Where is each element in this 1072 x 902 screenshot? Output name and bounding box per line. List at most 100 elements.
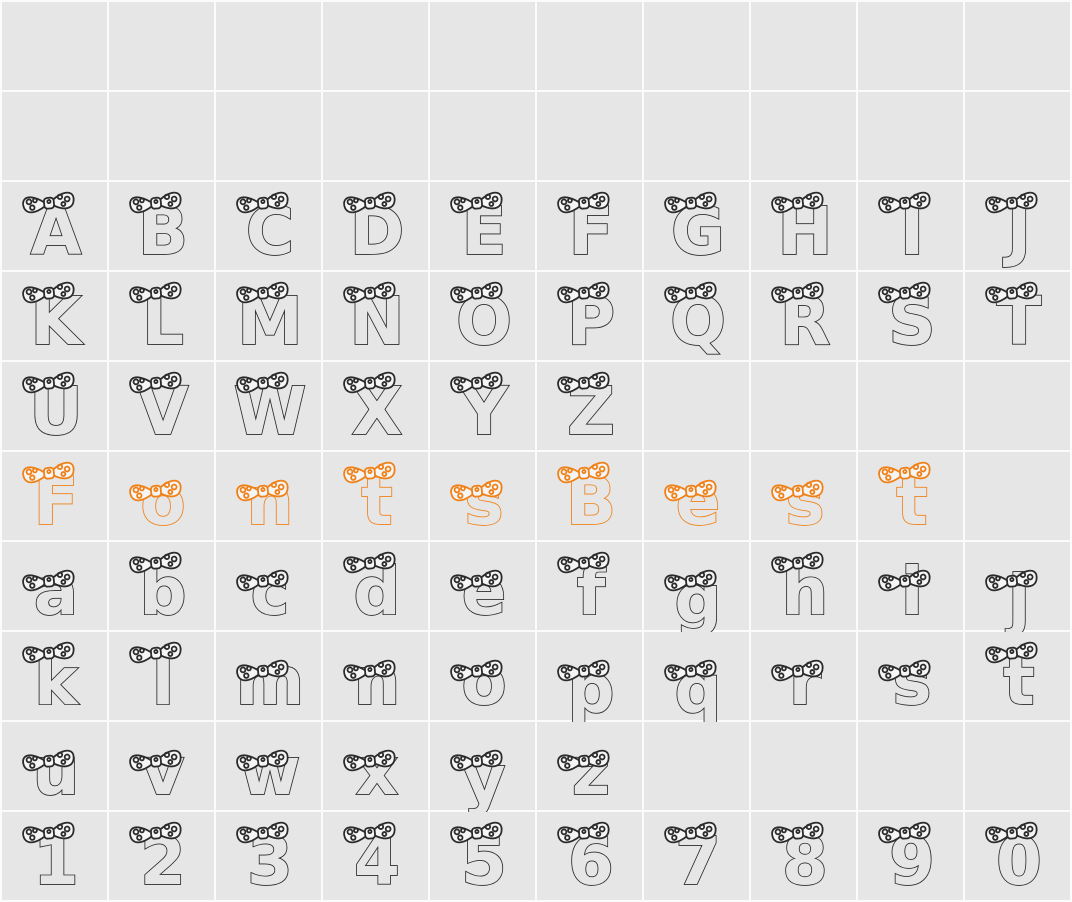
glyph-cell: c <box>216 542 321 631</box>
glyph-cell: H <box>751 182 856 271</box>
glyph-cell <box>2 2 107 90</box>
glyph-letter: s <box>892 643 931 720</box>
glyph-cell: A <box>2 182 107 271</box>
bow-icon <box>126 187 184 220</box>
bow-icon <box>447 745 505 778</box>
bow-icon <box>340 547 398 580</box>
glyph-cell: I <box>858 182 963 271</box>
glyph-letter: z <box>572 733 610 810</box>
glyph-letter: m <box>236 643 305 720</box>
glyph-character: s <box>464 462 505 541</box>
glyph-cell <box>751 722 856 810</box>
bow-icon <box>340 187 398 220</box>
bow-icon <box>661 277 719 310</box>
bow-icon <box>982 277 1040 310</box>
glyph-cell: 8 <box>751 812 856 901</box>
glyph-cell: U <box>2 362 107 451</box>
glyph-cell: f <box>537 542 642 631</box>
glyph-cell: C <box>216 182 321 271</box>
bow-icon <box>768 187 826 220</box>
glyph-cell: 9 <box>858 812 963 901</box>
glyph-character: o <box>460 642 507 721</box>
glyph-letter: e <box>462 553 507 630</box>
glyph-cell: S <box>858 272 963 361</box>
glyph-letter: s <box>464 463 503 540</box>
glyph-cell: Q <box>644 272 749 361</box>
glyph-cell <box>858 2 963 90</box>
bow-icon <box>447 817 505 850</box>
glyph-cell <box>858 362 963 450</box>
glyph-cell: X <box>323 362 428 451</box>
glyph-character: w <box>239 732 302 811</box>
bow-icon <box>19 187 77 220</box>
bow-icon <box>554 745 612 778</box>
glyph-character: e <box>461 552 507 631</box>
glyph-cell: u <box>2 722 107 811</box>
glyph-cell <box>751 92 856 180</box>
glyph-cell: q <box>644 632 749 729</box>
bow-icon <box>19 277 77 310</box>
glyph-cell: R <box>751 272 856 361</box>
glyph-letter: o <box>461 643 506 720</box>
glyph-cell: k <box>2 632 107 721</box>
bow-icon <box>982 565 1040 598</box>
glyph-cell: D <box>323 182 428 271</box>
glyph-cell: 3 <box>216 812 321 901</box>
glyph-cell <box>537 2 642 90</box>
bow-icon <box>126 367 184 400</box>
bow-icon <box>982 817 1040 850</box>
glyph-cell: 4 <box>323 812 428 901</box>
glyph-cell: o <box>109 452 214 541</box>
glyph-cell <box>2 92 107 180</box>
bow-icon <box>661 187 719 220</box>
glyph-cell: K <box>2 272 107 361</box>
glyph-letter: w <box>240 733 301 810</box>
glyph-cell: d <box>323 542 428 631</box>
glyph-cell: V <box>109 362 214 451</box>
glyph-letter: c <box>250 553 289 630</box>
glyph-cell: g <box>644 542 749 639</box>
glyph-cell: e <box>430 542 535 631</box>
glyph-character: z <box>571 732 611 811</box>
glyph-cell: n <box>216 452 321 541</box>
glyph-cell <box>858 722 963 810</box>
glyph-cell: 6 <box>537 812 642 901</box>
glyph-character: s <box>785 462 826 541</box>
glyph-cell: h <box>751 542 856 631</box>
bow-icon <box>768 655 826 688</box>
glyph-cell: 7 <box>644 812 749 901</box>
bow-icon <box>340 367 398 400</box>
glyph-cell: W <box>216 362 321 451</box>
glyph-character: v <box>141 732 186 811</box>
glyph-cell: Y <box>430 362 535 451</box>
glyph-cell: t <box>965 632 1070 721</box>
glyph-character: a <box>33 552 79 631</box>
glyph-cell <box>109 2 214 90</box>
bow-icon <box>19 457 77 490</box>
glyph-character: m <box>235 642 305 721</box>
bow-icon <box>982 187 1040 220</box>
glyph-cell <box>644 722 749 810</box>
glyph-character: s <box>892 642 933 721</box>
glyph-letter: o <box>140 463 185 540</box>
bow-icon <box>126 745 184 778</box>
bow-icon <box>447 367 505 400</box>
bow-icon <box>768 817 826 850</box>
glyph-letter: a <box>34 553 79 630</box>
glyph-cell <box>323 92 428 180</box>
glyph-character: o <box>139 462 186 541</box>
bow-icon <box>19 565 77 598</box>
bow-icon <box>126 475 184 508</box>
glyph-cell <box>537 92 642 180</box>
glyph-cell <box>430 92 535 180</box>
glyph-cell <box>751 2 856 90</box>
bow-icon <box>126 637 184 670</box>
glyph-cell: v <box>109 722 214 811</box>
bow-icon <box>661 475 719 508</box>
glyph-cell: J <box>965 182 1070 271</box>
glyph-cell: B <box>537 452 642 541</box>
bow-icon <box>554 367 612 400</box>
glyph-cell <box>430 2 535 90</box>
bow-icon <box>126 817 184 850</box>
bow-icon <box>340 745 398 778</box>
